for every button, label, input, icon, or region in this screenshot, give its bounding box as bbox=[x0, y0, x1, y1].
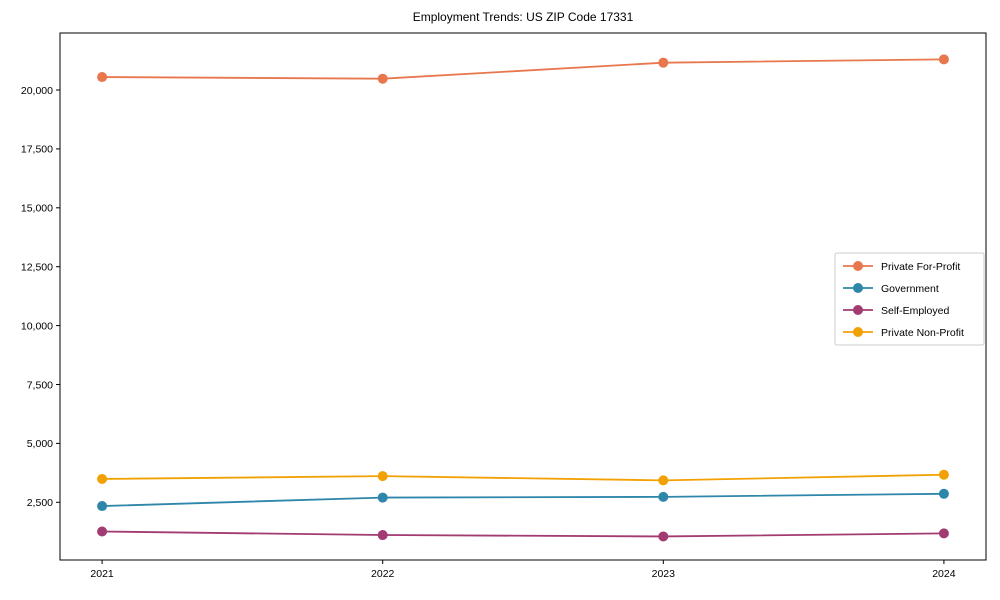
legend-label: Private For-Profit bbox=[881, 261, 960, 273]
data-point bbox=[658, 531, 669, 542]
data-point bbox=[97, 526, 108, 537]
chart-title: Employment Trends: US ZIP Code 17331 bbox=[412, 10, 634, 24]
plot-border bbox=[59, 32, 987, 561]
data-point bbox=[377, 492, 388, 503]
y-tick-label: 17,500 bbox=[21, 144, 53, 156]
legend-label: Government bbox=[881, 283, 939, 295]
legend-marker-dot bbox=[853, 327, 863, 337]
series-line-self-employed bbox=[102, 530, 944, 538]
x-tick-label: 2022 bbox=[371, 568, 395, 580]
legend-marker-dot bbox=[853, 283, 863, 293]
x-tick-label: 2021 bbox=[90, 568, 114, 580]
data-point bbox=[377, 530, 388, 541]
legend-label: Private Non-Profit bbox=[881, 327, 964, 339]
data-point bbox=[938, 488, 949, 499]
plot-area bbox=[60, 33, 986, 560]
y-tick-label: 7,500 bbox=[27, 379, 53, 391]
series-line-government bbox=[102, 492, 944, 507]
y-tick-label: 12,500 bbox=[21, 261, 53, 273]
x-tick-label: 2024 bbox=[932, 568, 956, 580]
data-point bbox=[377, 471, 388, 482]
data-point bbox=[658, 475, 669, 486]
y-tick-label: 15,000 bbox=[21, 203, 53, 215]
data-point bbox=[658, 57, 669, 68]
legend bbox=[834, 252, 985, 346]
data-point bbox=[377, 73, 388, 84]
y-tick-label: 2,500 bbox=[27, 497, 53, 509]
y-tick-label: 5,000 bbox=[27, 438, 53, 450]
data-point bbox=[97, 473, 108, 484]
data-point bbox=[97, 501, 108, 512]
y-tick-label: 20,000 bbox=[21, 85, 53, 97]
y-tick-label: 10,000 bbox=[21, 320, 53, 332]
data-point bbox=[658, 491, 669, 502]
series-line-private-non-profit bbox=[102, 473, 944, 482]
series-line-private-for-profit bbox=[102, 58, 944, 80]
legend-marker-dot bbox=[853, 305, 863, 315]
data-point bbox=[938, 469, 949, 480]
data-point bbox=[97, 72, 108, 83]
data-point bbox=[938, 54, 949, 65]
legend-marker-dot bbox=[853, 261, 863, 271]
data-point bbox=[938, 528, 949, 539]
legend-label: Self-Employed bbox=[881, 305, 949, 317]
x-tick-label: 2023 bbox=[652, 568, 676, 580]
